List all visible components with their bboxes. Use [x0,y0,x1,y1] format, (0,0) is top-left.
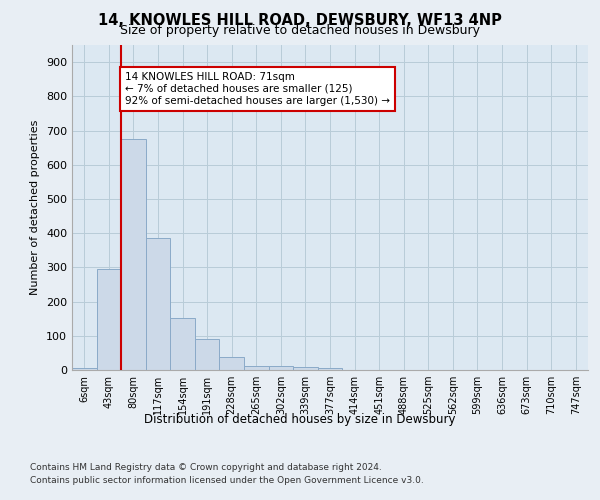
Bar [244,366,269,370]
Bar [121,139,146,370]
Bar [269,366,293,370]
Text: 14, KNOWLES HILL ROAD, DEWSBURY, WF13 4NP: 14, KNOWLES HILL ROAD, DEWSBURY, WF13 4N… [98,13,502,28]
Text: 14 KNOWLES HILL ROAD: 71sqm
← 7% of detached houses are smaller (125)
92% of sem: 14 KNOWLES HILL ROAD: 71sqm ← 7% of deta… [125,72,390,106]
Bar [220,358,244,370]
Text: Size of property relative to detached houses in Dewsbury: Size of property relative to detached ho… [120,24,480,37]
Bar [318,368,342,370]
Bar [170,318,195,370]
Text: Contains HM Land Registry data © Crown copyright and database right 2024.: Contains HM Land Registry data © Crown c… [30,462,382,471]
Text: Distribution of detached houses by size in Dewsbury: Distribution of detached houses by size … [144,412,456,426]
Bar [195,339,220,370]
Bar [293,366,318,370]
Y-axis label: Number of detached properties: Number of detached properties [31,120,40,295]
Text: Contains public sector information licensed under the Open Government Licence v3: Contains public sector information licen… [30,476,424,485]
Bar [146,238,170,370]
Bar [72,368,97,370]
Bar [97,269,121,370]
